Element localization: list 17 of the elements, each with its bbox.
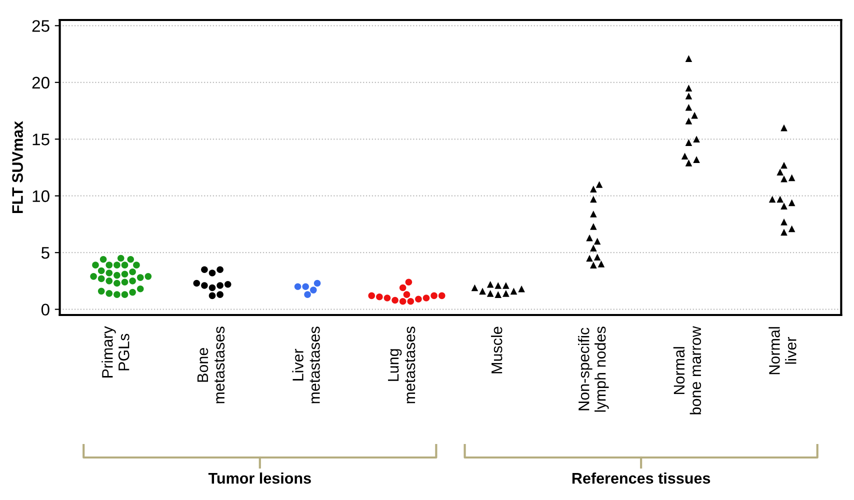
x-tick-label: Bone metastases (197, 326, 225, 404)
y-tick-label: 10 (32, 190, 50, 202)
x-tick-label: Liver metastases (292, 326, 320, 404)
x-tick-label: Muscle (491, 326, 502, 374)
x-tick-label: Primary PGLs (102, 326, 130, 378)
x-tick-label: Normal bone marrow (673, 326, 702, 414)
y-tick-label: 25 (32, 20, 50, 32)
y-tick-label: 20 (32, 76, 50, 89)
x-tick-label: Non-specific lymph nodes (578, 326, 609, 412)
text: Tumor lesions (208, 472, 311, 484)
x-tick-label: Lung metastases (388, 326, 416, 404)
y-tick-label: 15 (32, 134, 50, 146)
text: References tissues (572, 472, 710, 484)
y-tick-label: 0 (41, 304, 50, 316)
x-tick-label: Normal liver (768, 327, 796, 374)
y-tick-label: 5 (41, 247, 50, 259)
y-axis-title: FLT SUVmax (12, 121, 23, 214)
